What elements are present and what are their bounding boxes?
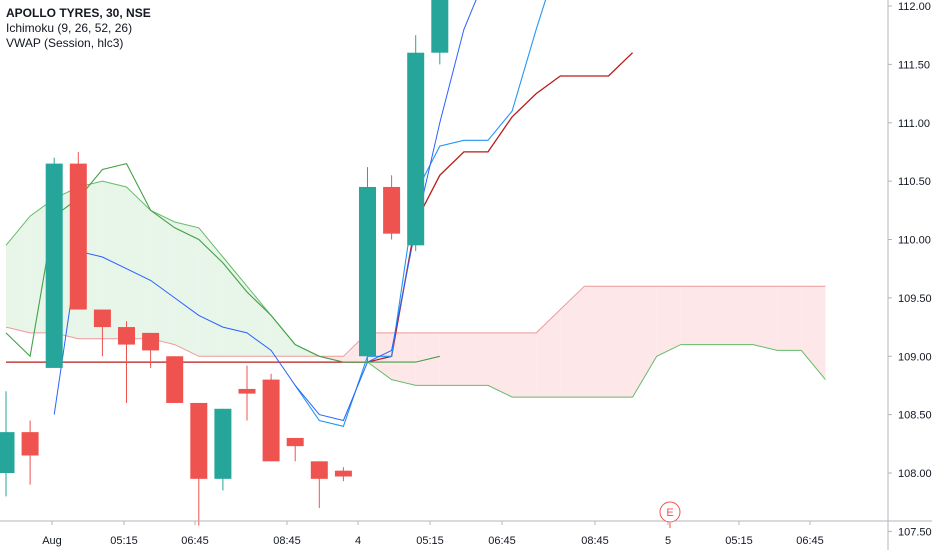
candle-up — [359, 186, 376, 357]
candle-down — [286, 437, 304, 447]
y-tick-label: 108.50 — [898, 410, 932, 422]
candle-down — [310, 461, 328, 479]
vwap-legend[interactable]: VWAP (Session, hlc3) — [6, 36, 124, 50]
cloud-segment — [704, 286, 729, 345]
cloud-segment — [536, 309, 561, 398]
ichimoku-legend[interactable]: Ichimoku (9, 26, 52, 26) — [6, 21, 133, 35]
cloud-segment — [247, 286, 272, 357]
candle-down — [69, 163, 87, 310]
x-tick-label: Aug — [42, 535, 62, 547]
y-tick-label: 110.00 — [898, 235, 931, 247]
chart-legend: APOLLO TYRES, 30, NSE Ichimoku (9, 26, 5… — [6, 6, 151, 51]
candle-down — [190, 402, 208, 479]
x-tick-label: 06:45 — [796, 535, 824, 547]
candle-up — [45, 163, 63, 368]
cloud-segment — [488, 332, 513, 398]
y-tick-label: 111.50 — [898, 59, 930, 71]
y-tick-label: 108.00 — [898, 468, 932, 480]
earnings-marker — [659, 501, 681, 523]
earnings-marker-label: E — [666, 507, 673, 519]
cloud-segment — [391, 332, 416, 386]
candle-down — [118, 327, 135, 345]
cloud-segment — [560, 286, 585, 398]
candle-down — [262, 379, 280, 462]
vwap-line — [53, 0, 477, 422]
candle-down — [383, 186, 401, 234]
y-tick-label: 110.50 — [898, 176, 931, 188]
x-tick-label: 08:45 — [273, 535, 301, 547]
candle-up — [214, 408, 232, 479]
cloud-segment — [512, 332, 537, 398]
y-tick-label: 111.00 — [898, 118, 930, 130]
leading-span-a — [5, 180, 826, 398]
candle-down — [21, 432, 39, 456]
cloud-segment — [6, 216, 31, 333]
x-tick-label: 05:15 — [725, 535, 753, 547]
cloud-segment — [150, 210, 175, 345]
x-tick-label: 4 — [355, 535, 361, 547]
cloud-segment — [584, 286, 609, 398]
y-tick-label: 109.00 — [898, 351, 932, 363]
cloud-segment — [126, 186, 151, 339]
x-tick-label: 06:45 — [488, 535, 516, 547]
x-tick-label: 05:15 — [110, 535, 138, 547]
y-tick-label: 107.50 — [898, 526, 932, 538]
cloud-segment — [463, 332, 488, 386]
x-tick-label: 5 — [665, 535, 671, 547]
base-line — [6, 52, 634, 363]
candle-down — [238, 388, 256, 394]
cloud-segment — [174, 221, 199, 357]
cloud-segment — [680, 286, 705, 345]
candle-up — [0, 432, 15, 473]
cloud-segment — [729, 286, 754, 345]
candle-up — [407, 52, 425, 246]
candle-down — [93, 309, 111, 328]
y-tick-label: 109.50 — [898, 293, 932, 305]
cloud-segment — [656, 286, 681, 357]
cloud-segment — [271, 315, 296, 357]
candle-down — [166, 356, 184, 403]
cloud-segment — [632, 286, 657, 398]
cloud-segment — [801, 286, 826, 380]
x-tick-label: 08:45 — [581, 535, 609, 547]
cloud-segment — [753, 286, 778, 351]
y-tick-label: 112.00 — [898, 1, 931, 13]
candle-up — [431, 0, 449, 53]
cloud-segment — [102, 181, 127, 339]
x-tick-label: 06:45 — [181, 535, 209, 547]
candle-down — [142, 332, 160, 351]
cloud-segment — [439, 332, 464, 386]
cloud-segment — [198, 227, 223, 357]
conversion-line — [294, 0, 547, 427]
candle-down — [334, 470, 352, 477]
cloud-segment — [608, 286, 633, 398]
cloud-segment — [777, 286, 802, 351]
x-tick-label: 05:15 — [416, 535, 444, 547]
symbol-title[interactable]: APOLLO TYRES, 30, NSE — [6, 6, 151, 20]
